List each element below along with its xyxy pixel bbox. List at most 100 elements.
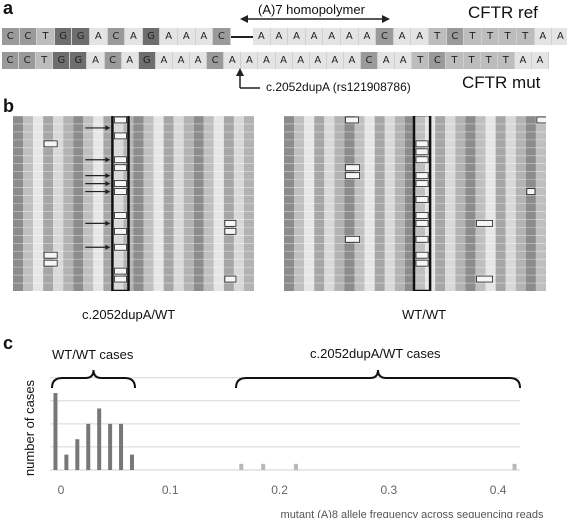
sequence-base: A xyxy=(121,52,139,69)
panel-c-label: c xyxy=(3,333,14,353)
x-tick-label: 0.1 xyxy=(162,483,179,497)
sequence-base: G xyxy=(138,52,156,69)
variant-box xyxy=(345,235,360,243)
histogram-bar xyxy=(108,423,113,470)
sequence-base: A xyxy=(514,52,532,69)
histogram-bar xyxy=(75,439,80,470)
sequence-base: A xyxy=(87,52,105,69)
histogram-bar xyxy=(64,454,69,470)
x-tick-label: 0 xyxy=(58,483,65,497)
cftr-ref-label: CFTR ref xyxy=(468,3,538,22)
histogram-bar xyxy=(129,454,134,470)
sequence-base: C xyxy=(360,52,379,69)
variant-box xyxy=(415,196,429,203)
sequence-base: A xyxy=(172,52,191,69)
x-tick-label: 0.3 xyxy=(380,483,397,497)
variant-box xyxy=(43,259,58,267)
bracket-left-label: WT/WT cases xyxy=(52,347,134,362)
sequence-base: A xyxy=(343,52,361,69)
variant-box xyxy=(114,132,127,140)
group-bracket xyxy=(235,369,521,389)
variant-box xyxy=(224,227,237,235)
sequence-base: A xyxy=(270,28,289,45)
x-axis-label: mutant (A)8 allele frequency across sequ… xyxy=(281,509,544,518)
sequence-base: T xyxy=(446,52,464,69)
x-tick-label: 0.2 xyxy=(271,483,288,497)
sequence-base: T xyxy=(516,28,535,45)
sequence-base: A xyxy=(258,52,276,69)
histogram-bar xyxy=(97,408,102,470)
right-alignment-caption: WT/WT xyxy=(402,307,447,322)
variant-box xyxy=(345,164,360,172)
sequence-base: A xyxy=(288,28,306,45)
sequence-base: A xyxy=(292,52,310,69)
variant-box xyxy=(114,164,127,172)
variant-box xyxy=(536,116,546,124)
histogram-bar xyxy=(261,463,266,470)
read-arrow-head xyxy=(105,125,111,131)
highlight-column-box xyxy=(111,116,130,291)
variant-box xyxy=(114,156,127,164)
sequence-base: A xyxy=(378,52,396,69)
variant-box xyxy=(43,251,58,259)
group-bracket xyxy=(51,369,136,389)
sequence-base: A xyxy=(534,28,553,45)
sequence-base: T xyxy=(481,28,500,45)
sequence-base: A xyxy=(125,28,143,45)
sequence-base: T xyxy=(36,52,54,69)
variant-box xyxy=(415,220,429,227)
sequence-base: A xyxy=(253,28,271,45)
sequence-base: C xyxy=(2,28,20,45)
variant-box xyxy=(345,172,360,180)
variant-box xyxy=(114,116,127,124)
sequence-base: C xyxy=(207,52,225,69)
sequence-base: A xyxy=(155,52,173,69)
x-tick-label: 0.4 xyxy=(490,483,507,497)
sequence-base: A xyxy=(411,28,429,45)
variant-box xyxy=(114,243,127,251)
panel-a-label: a xyxy=(3,0,14,18)
sequence-base: C xyxy=(376,28,394,45)
variant-box xyxy=(415,156,429,164)
sequence-base: A xyxy=(531,52,549,69)
sequence-base: A xyxy=(177,28,196,45)
histogram-bar xyxy=(53,393,58,470)
read-arrow-head xyxy=(105,220,111,226)
sequence-base: C xyxy=(446,28,465,45)
variant-box xyxy=(415,140,429,148)
homopolymer-label: (A)7 homopolymer xyxy=(258,2,365,17)
histogram-bar xyxy=(512,463,517,470)
read-arrow-head xyxy=(105,189,111,195)
y-axis-label: number of cases xyxy=(22,379,37,476)
sequence-base: A xyxy=(340,28,359,45)
sequence-base: A xyxy=(358,28,377,45)
mutation-arrow xyxy=(236,68,260,89)
variant-box xyxy=(415,180,429,187)
variant-box xyxy=(415,259,429,267)
variant-box xyxy=(345,116,359,124)
variant-box xyxy=(415,251,429,259)
sequence-base: T xyxy=(499,28,517,45)
sequence-base: T xyxy=(497,52,515,69)
alignment-left-image xyxy=(13,116,254,291)
sequence-base: A xyxy=(190,52,208,69)
highlight-column-box xyxy=(412,116,432,291)
homopolymer-arrow xyxy=(240,15,390,23)
sequence-base: G xyxy=(54,28,73,45)
sequence-base: T xyxy=(412,52,430,69)
sequence-base: G xyxy=(142,28,161,45)
sequence-base: T xyxy=(463,52,481,69)
histogram-bar xyxy=(239,463,244,470)
sequence-base: C xyxy=(429,52,447,69)
sequence-base: A xyxy=(195,28,214,45)
histogram-bar xyxy=(86,423,91,470)
mutation-label: c.2052dupA (rs121908786) xyxy=(266,80,411,94)
variant-box xyxy=(114,180,127,187)
sequence-base: A xyxy=(393,28,412,45)
sequence-base: T xyxy=(37,28,55,45)
sequence-base: G xyxy=(70,52,88,69)
variant-box xyxy=(224,220,237,227)
